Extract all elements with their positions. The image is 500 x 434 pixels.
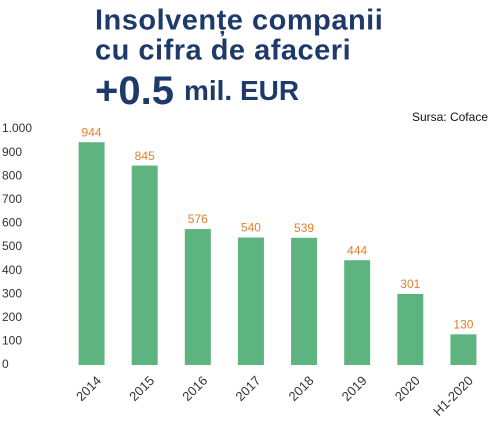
x-tick-label: 2018 [286,373,317,404]
y-tick-label: 0 [2,357,9,371]
y-tick-label: 500 [2,239,22,253]
y-tick-label: 200 [2,310,22,324]
y-tick-label: 1.000 [2,121,32,135]
chart-title: Insolvențe companii [95,5,383,37]
value-label: 301 [400,277,420,291]
source: Sursa: Coface [412,110,488,124]
x-tick-label: 2019 [339,373,370,404]
value-label: 845 [135,149,155,163]
y-tick-label: 300 [2,286,22,300]
x-tick-label: 2014 [73,373,104,404]
x-tick-label: 2017 [232,373,263,404]
x-tick-label: 2016 [179,373,210,404]
bar [291,237,318,365]
y-tick-label: 400 [2,263,22,277]
value-label: 444 [347,243,367,257]
bar [450,334,477,365]
subtitle-figure: +0.5 [95,69,174,113]
bar [237,237,264,365]
x-tick-label: 2020 [392,373,423,404]
value-label: 539 [294,221,314,235]
value-label: 576 [188,212,208,226]
subtitle-unit: mil. EUR [184,75,299,106]
y-tick-label: 900 [2,145,22,159]
bar [78,142,105,365]
chart-subtitle: +0.5 mil. EUR [95,69,299,113]
chart-title: cu cifra de afaceri [95,35,351,67]
y-tick-label: 800 [2,168,22,182]
y-tick-label: 100 [2,334,22,348]
y-tick-label: 600 [2,216,22,230]
x-tick-label: H1-2020 [430,373,476,419]
bar [131,165,158,365]
y-tick-label: 700 [2,192,22,206]
value-label: 944 [82,125,102,139]
bar [344,260,371,365]
bar [397,293,424,365]
x-tick-label: 2015 [126,373,157,404]
value-label: 130 [453,317,473,331]
bar [184,229,211,365]
value-label: 540 [241,221,261,235]
